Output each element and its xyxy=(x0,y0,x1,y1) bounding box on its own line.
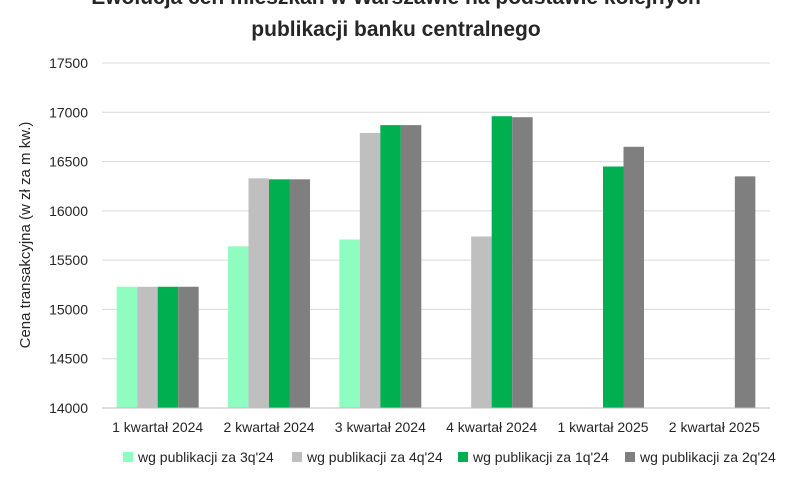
x-axis: 1 kwartał 2024 2 kwartał 2024 3 kwartał 20… xyxy=(102,407,770,435)
legend-swatch xyxy=(123,452,133,462)
y-axis: 14000 14500 15000 15500 16000 16500 17000 17500 xyxy=(49,55,88,416)
bar xyxy=(228,246,249,408)
y-tick-label: 15500 xyxy=(49,252,88,268)
bar xyxy=(248,178,269,408)
legend-label: wg publikacji za 3q'24 xyxy=(137,449,274,465)
y-tick-label: 14000 xyxy=(49,400,88,416)
bar xyxy=(269,179,290,408)
legend-label: wg publikacji za 1q'24 xyxy=(472,449,609,465)
x-tick-label: 2 kwartał 2025 xyxy=(669,419,760,435)
legend-label: wg publikacji za 2q'24 xyxy=(639,449,776,465)
x-tick-label: 4 kwartał 2024 xyxy=(446,419,537,435)
bar xyxy=(400,125,422,408)
chart-title: Ewolucja cen mieszkań w Warszawie na pod… xyxy=(91,0,701,41)
bar xyxy=(380,125,401,408)
chart-title-line-1: Ewolucja cen mieszkań w Warszawie na pod… xyxy=(91,0,701,9)
x-tick-label: 1 kwartał 2024 xyxy=(112,419,203,435)
legend-swatch xyxy=(292,452,302,462)
bar xyxy=(491,116,513,408)
bar xyxy=(339,239,360,408)
chart-title-line-2: publikacji banku centralnego xyxy=(251,18,540,41)
bar xyxy=(178,286,199,408)
legend-swatch xyxy=(458,452,468,462)
bar xyxy=(116,286,138,408)
bars xyxy=(116,116,756,409)
y-tick-label: 14500 xyxy=(49,351,88,367)
bar xyxy=(512,117,533,408)
y-tick-label: 17000 xyxy=(49,104,88,120)
bar xyxy=(603,166,624,408)
bar xyxy=(623,146,644,409)
legend-swatch xyxy=(625,452,635,462)
x-tick-label: 1 kwartał 2025 xyxy=(557,419,648,435)
x-tick-label: 3 kwartał 2024 xyxy=(335,419,426,435)
y-tick-label: 16000 xyxy=(49,203,88,219)
y-tick-label: 17500 xyxy=(49,55,88,71)
y-axis-title: Cena transakcyjna (w zł za m kw.) xyxy=(17,122,34,349)
x-tick-label: 2 kwartał 2024 xyxy=(223,419,314,435)
bar xyxy=(359,132,381,408)
y-tick-label: 15000 xyxy=(49,301,88,317)
legend-label: wg publikacji za 4q'24 xyxy=(306,449,443,465)
bar xyxy=(471,236,492,408)
y-tick-label: 16500 xyxy=(49,154,88,170)
bar xyxy=(734,176,756,408)
bar xyxy=(137,286,158,408)
legend: wg publikacji za 3q'24 wg publikacji za 4… xyxy=(123,449,776,465)
bar xyxy=(157,286,179,408)
bar xyxy=(289,179,310,408)
gridlines xyxy=(102,62,770,360)
